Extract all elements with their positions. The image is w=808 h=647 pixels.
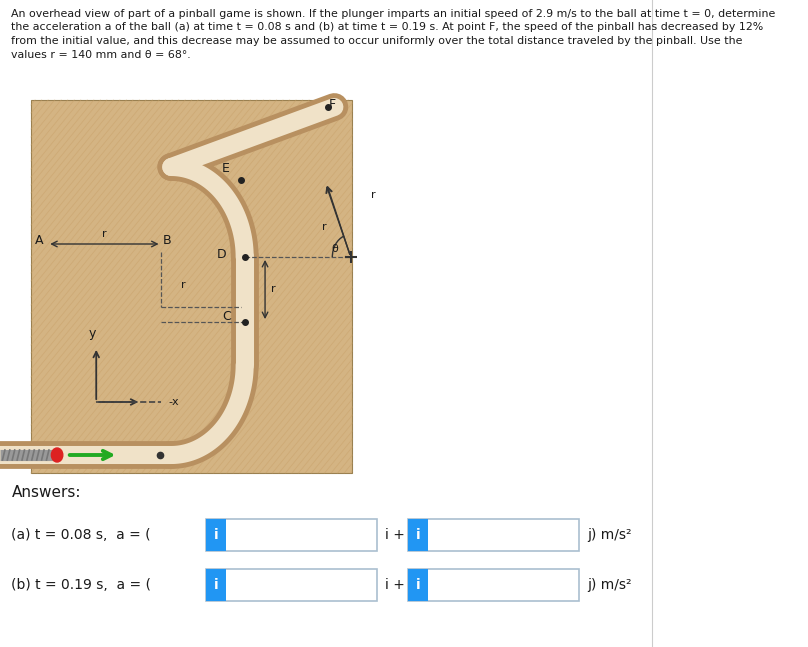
Bar (205, 519, 226, 551)
Text: i +: i + (385, 578, 405, 592)
Text: the acceleration a of the ball (a) at time t = 0.08 s and (b) at time t = 0.19 s: the acceleration a of the ball (a) at ti… (11, 23, 764, 32)
Text: j) m/s²: j) m/s² (587, 578, 632, 592)
Text: θ: θ (331, 244, 338, 254)
Text: An overhead view of part of a pinball game is shown. If the plunger imparts an i: An overhead view of part of a pinball ga… (11, 9, 776, 19)
Text: -x: -x (168, 397, 179, 407)
Bar (205, 569, 226, 601)
Text: (a) t = 0.08 s,  a = (: (a) t = 0.08 s, a = ( (11, 528, 151, 542)
Text: B: B (163, 234, 171, 247)
Text: i +: i + (385, 528, 405, 542)
Text: values r = 140 mm and θ = 68°.: values r = 140 mm and θ = 68°. (11, 50, 191, 60)
Text: y: y (88, 327, 96, 340)
Text: i: i (213, 578, 218, 592)
Text: r: r (271, 285, 276, 294)
Text: A: A (35, 234, 44, 247)
Text: i: i (415, 528, 420, 542)
Text: (b) t = 0.19 s,  a = (: (b) t = 0.19 s, a = ( (11, 578, 151, 592)
Text: C: C (222, 311, 231, 324)
Text: j) m/s²: j) m/s² (587, 528, 632, 542)
Text: r: r (322, 222, 327, 232)
FancyBboxPatch shape (408, 569, 579, 601)
Text: E: E (222, 162, 229, 175)
Bar (408, 569, 428, 601)
FancyBboxPatch shape (408, 519, 579, 551)
Bar (408, 519, 428, 551)
Text: D: D (217, 248, 227, 261)
Circle shape (52, 448, 63, 462)
Text: r: r (371, 190, 376, 200)
Text: from the initial value, and this decrease may be assumed to occur uniformly over: from the initial value, and this decreas… (11, 36, 743, 46)
Text: r: r (102, 229, 107, 239)
Text: r: r (181, 280, 186, 290)
Text: F: F (329, 98, 336, 111)
FancyBboxPatch shape (205, 569, 377, 601)
Text: Answers:: Answers: (11, 485, 81, 500)
FancyBboxPatch shape (205, 519, 377, 551)
Bar (31, 100, 352, 473)
Text: i: i (415, 578, 420, 592)
Text: i: i (213, 528, 218, 542)
